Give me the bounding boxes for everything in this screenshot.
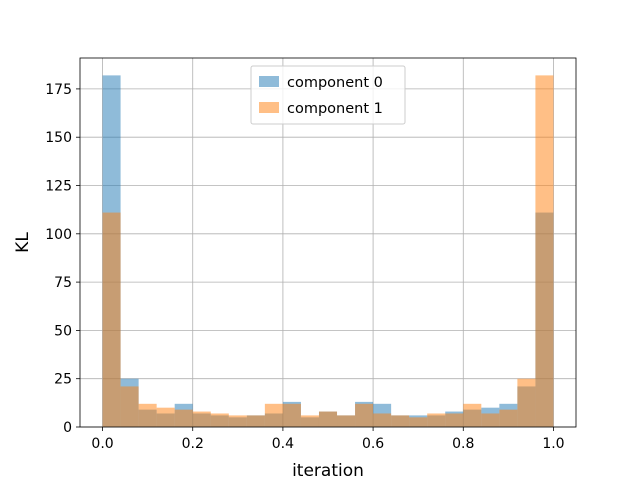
x-axis-ticks: 0.0 0.2 0.4 0.6 0.8 1.0: [91, 427, 565, 452]
histogram-bars: [102, 75, 554, 427]
bar-series-1: [192, 411, 211, 427]
bar-series-1: [409, 417, 428, 427]
x-axis-label: iteration: [292, 461, 364, 480]
bar-series-1: [210, 413, 229, 427]
bar-series-1: [499, 409, 518, 427]
bar-series-1: [355, 403, 374, 427]
legend-box: [250, 65, 406, 125]
bar-series-1: [373, 413, 392, 427]
x-tick-label: 0.8: [452, 436, 474, 452]
legend-swatch: [259, 76, 279, 87]
bar-series-1: [282, 403, 301, 427]
x-tick-label: 0.2: [182, 436, 204, 452]
legend-label: component 1: [287, 101, 383, 117]
bar-series-1: [264, 403, 283, 427]
x-tick-label: 1.0: [542, 436, 564, 452]
bar-series-1: [481, 413, 500, 427]
y-tick-label: 75: [54, 275, 72, 291]
bar-series-1: [337, 415, 356, 427]
y-tick-label: 50: [54, 323, 72, 339]
x-tick-label: 0.0: [91, 436, 113, 452]
bar-series-1: [391, 415, 410, 427]
bar-series-1: [427, 413, 446, 427]
y-tick-label: 25: [54, 372, 72, 388]
bar-series-1: [174, 409, 193, 427]
y-tick-label: 125: [45, 179, 72, 195]
bar-series-1: [300, 415, 319, 427]
bar-series-1: [535, 75, 554, 427]
bar-series-1: [102, 212, 121, 427]
y-tick-label: 175: [45, 82, 72, 98]
bar-series-1: [138, 403, 157, 427]
y-tick-label: 100: [45, 227, 72, 243]
bar-series-1: [318, 411, 338, 427]
y-axis-label: KL: [13, 232, 33, 253]
bar-series-1: [517, 378, 536, 427]
bar-series-1: [228, 415, 247, 427]
x-tick-label: 0.6: [362, 436, 384, 452]
y-tick-label: 0: [63, 420, 72, 436]
bar-series-1: [246, 415, 265, 427]
legend: component 0 component 1: [250, 65, 406, 125]
bar-series-1: [156, 407, 175, 427]
y-tick-label: 150: [45, 130, 72, 146]
bar-series-1: [120, 386, 139, 427]
y-axis-ticks: 0 25 50 75 100 125 150 175: [45, 82, 80, 436]
legend-label: component 0: [287, 75, 383, 91]
bar-series-1: [463, 403, 482, 427]
plot-frame: [79, 57, 577, 428]
legend-swatch: [259, 102, 279, 113]
bar-series-1: [445, 413, 464, 427]
x-tick-label: 0.4: [272, 436, 294, 452]
